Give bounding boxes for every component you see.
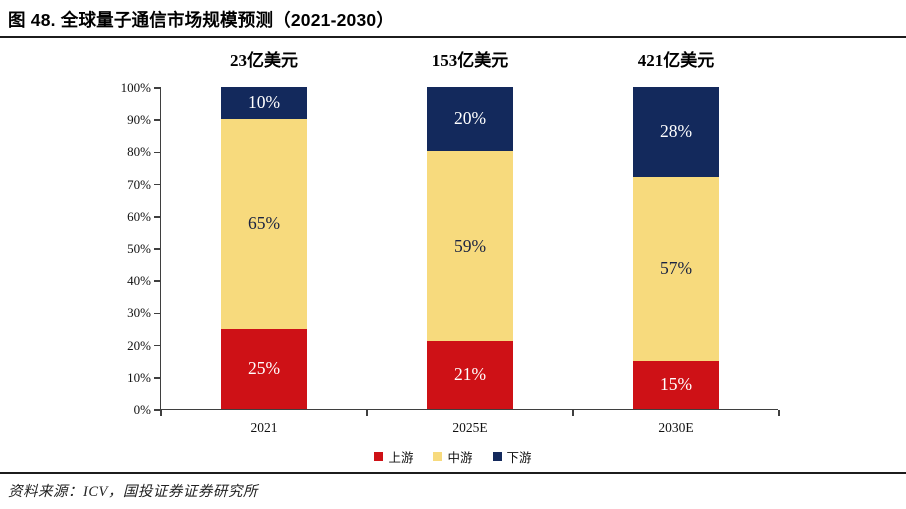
x-tick-label: 2025E: [452, 420, 488, 435]
bar-segment-中游: 57%: [633, 177, 719, 361]
bar-segment-中游: 59%: [427, 151, 513, 342]
y-tick-mark: [154, 248, 161, 250]
bar-segment-下游: 28%: [633, 87, 719, 178]
y-tick-mark: [154, 151, 161, 154]
bar-total-label: 23亿美元: [230, 51, 298, 70]
bar-segment-value: 21%: [453, 364, 487, 385]
y-tick-label: 30%: [127, 305, 151, 321]
x-tick-mark: [366, 410, 368, 416]
y-tick-mark: [154, 87, 161, 89]
y-tick-label: 20%: [127, 337, 151, 353]
footer-divider: [0, 472, 906, 474]
y-tick-mark: [154, 216, 161, 218]
source-note: 资料来源：ICV，国投证券证券研究所: [8, 484, 258, 500]
bar-segment-中游: 65%: [221, 119, 307, 329]
legend-item-中游: 中游: [433, 447, 473, 466]
chart-legend: 上游 中游 下游: [0, 447, 906, 466]
x-tick-label: 2021: [250, 420, 278, 435]
y-tick-label: 10%: [127, 369, 151, 385]
x-tick-mark: [778, 410, 780, 416]
legend-item-下游: 下游: [492, 447, 532, 466]
bar-segment-value: 65%: [247, 213, 281, 234]
x-tick-mark: [160, 410, 162, 416]
bar-total-label: 153亿美元: [431, 51, 509, 70]
legend-label: 中游: [447, 451, 473, 465]
legend-label: 下游: [506, 451, 532, 465]
bar-segment-value: 57%: [659, 258, 693, 279]
bar-segment-上游: 21%: [427, 341, 513, 409]
y-tick-mark: [154, 312, 161, 315]
bar-segment-下游: 10%: [221, 87, 307, 120]
bar-segment-value: 10%: [247, 92, 281, 113]
bar-total-label: 421亿美元: [637, 51, 715, 70]
legend-item-上游: 上游: [374, 447, 413, 466]
y-tick-label: 80%: [127, 144, 151, 160]
y-tick-mark: [154, 377, 161, 379]
plot-area: 0% 10% 20% 30% 40% 50% 60% 70% 80% 90% 100% 23亿美元 25…: [121, 51, 780, 435]
y-tick-label: 90%: [127, 112, 151, 128]
y-tick-label: 60%: [127, 208, 151, 224]
legend-swatch-icon: [374, 452, 384, 461]
y-tick-label: 40%: [127, 273, 151, 289]
bar-segment-上游: 15%: [633, 360, 719, 409]
y-tick-mark: [154, 183, 161, 186]
legend-swatch-icon: [492, 452, 502, 461]
legend-swatch-icon: [433, 452, 443, 461]
y-tick-label: 50%: [127, 241, 151, 256]
bar-segment-value: 25%: [247, 358, 281, 378]
bar-segment-value: 28%: [659, 121, 693, 142]
legend-label: 上游: [388, 451, 414, 465]
title-divider: [0, 36, 906, 38]
bar-segment-value: 15%: [659, 374, 693, 395]
y-tick-mark: [154, 119, 161, 121]
y-tick-label: 0%: [133, 402, 151, 417]
y-tick-mark: [154, 280, 161, 282]
x-tick-mark: [572, 410, 574, 416]
x-tick-label: 2030E: [658, 420, 694, 435]
bar-segment-value: 20%: [453, 108, 487, 129]
y-tick-mark: [154, 344, 161, 347]
figure-title: 图 48. 全球量子通信市场规模预测（2021-2030）: [8, 10, 395, 30]
bar-segment-上游: 25%: [221, 328, 307, 409]
y-tick-mark: [154, 409, 161, 411]
y-tick-label: 100%: [120, 80, 151, 95]
bar-segment-下游: 20%: [427, 87, 513, 152]
bar-segment-value: 59%: [453, 235, 487, 256]
y-tick-label: 70%: [127, 176, 151, 192]
